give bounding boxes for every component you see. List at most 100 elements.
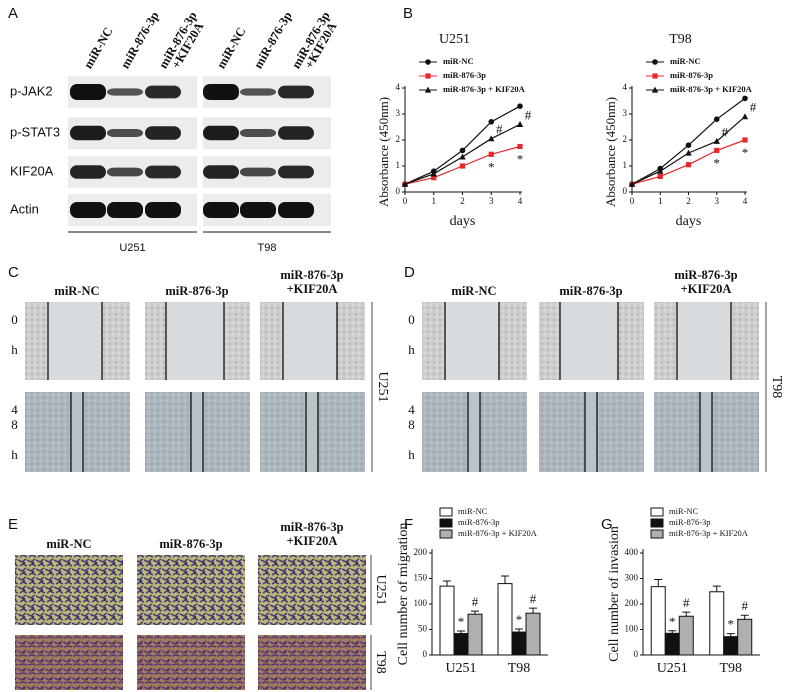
x-tick-label: 4 — [518, 196, 523, 206]
error-bar — [443, 580, 451, 587]
point — [742, 95, 748, 102]
wound-gap — [191, 392, 203, 472]
cell-label: U251 — [119, 242, 145, 254]
point — [685, 162, 692, 168]
y-tick-label: 0 — [623, 186, 628, 196]
error-bar — [740, 614, 749, 620]
side-label: U251 — [373, 574, 388, 605]
error-bar — [457, 630, 465, 634]
y-tick-label: 300 — [625, 573, 639, 583]
image — [258, 555, 366, 625]
point — [459, 163, 466, 169]
chart-title: U251 — [439, 32, 470, 47]
wound-gap — [585, 392, 597, 472]
y-tick-label: 50 — [418, 624, 428, 634]
column-header: miR-876-3p — [280, 520, 343, 534]
band — [107, 202, 143, 218]
bar — [664, 632, 680, 656]
annotation: # — [496, 122, 503, 137]
bar — [709, 591, 725, 656]
y-axis-label: Absorbance (450nm) — [376, 97, 391, 207]
point — [657, 173, 663, 179]
row-label: 0 h — [7, 312, 22, 357]
annotation: # — [525, 107, 532, 122]
annotation: * — [714, 155, 721, 170]
point — [685, 142, 692, 148]
side-label: T98 — [373, 651, 388, 674]
wound-gap — [468, 392, 480, 472]
bar — [737, 618, 753, 656]
point — [714, 147, 720, 153]
legend-marker — [652, 59, 658, 65]
annotation: * — [742, 145, 749, 160]
band — [203, 84, 239, 100]
bar — [650, 586, 666, 656]
lane-label: miR-NC — [214, 25, 249, 71]
error-bar — [529, 607, 537, 614]
band — [240, 129, 276, 137]
legend-label: miR-876-3p + KIF20A — [670, 84, 753, 94]
annotation: # — [530, 591, 537, 606]
band — [145, 165, 181, 179]
band — [70, 165, 106, 179]
side-label: T98 — [769, 376, 784, 399]
legend-label: miR-876-3p + KIF20A — [458, 528, 538, 538]
wound-gap — [677, 302, 731, 380]
legend-marker — [424, 86, 432, 93]
legend-label: miR-876-3p — [443, 70, 486, 80]
legend-swatch — [650, 518, 664, 528]
column-header: miR-NC — [451, 284, 496, 298]
point — [517, 143, 523, 150]
x-tick-label: 1 — [432, 196, 437, 206]
column-header: miR-876-3p — [559, 284, 622, 298]
legend-swatch — [439, 529, 453, 539]
image — [137, 555, 245, 625]
x-axis-label: days — [450, 214, 476, 229]
column-header: miR-NC — [54, 284, 99, 298]
wound-gap — [700, 392, 712, 472]
band — [70, 202, 106, 218]
image — [15, 555, 123, 625]
annotation: # — [742, 598, 749, 613]
annotation: * — [517, 151, 524, 166]
error-bar — [726, 633, 735, 637]
column-header: miR-876-3p — [674, 268, 737, 282]
legend-swatch — [650, 529, 664, 539]
legend-label: miR-NC — [443, 56, 474, 66]
annotation: * — [728, 617, 735, 632]
legend-label: miR-NC — [458, 506, 488, 516]
band — [107, 167, 143, 177]
row-label: KIF20A — [10, 163, 54, 178]
x-tick-label: U251 — [445, 661, 476, 676]
annotation: # — [722, 124, 729, 139]
y-tick-label: 100 — [414, 598, 428, 608]
lane-label: miR-876-3p — [118, 9, 162, 71]
legend-label: miR-NC — [669, 506, 699, 516]
panel-label: B — [403, 5, 413, 22]
y-tick-label: 400 — [625, 547, 639, 557]
y-tick-label: 150 — [414, 573, 428, 583]
column-header: miR-876-3p — [165, 284, 228, 298]
x-tick-label: U251 — [657, 661, 688, 676]
legend-swatch — [439, 507, 453, 517]
wound-gap — [166, 302, 224, 380]
legend-swatch — [650, 507, 664, 517]
row-label: 48 h — [404, 402, 419, 462]
chart-title: T98 — [669, 32, 692, 47]
point — [459, 153, 466, 160]
band — [278, 202, 314, 218]
y-tick-label: 2 — [623, 134, 628, 144]
row-label: 0 h — [404, 312, 419, 357]
annotation: # — [750, 100, 757, 115]
error-bar — [668, 630, 677, 634]
x-tick-label: 0 — [630, 196, 635, 206]
column-header: +KIF20A — [287, 282, 338, 296]
band — [240, 167, 276, 177]
band — [278, 165, 314, 179]
bar — [439, 585, 455, 656]
band — [145, 85, 181, 99]
y-tick-label: 4 — [396, 82, 401, 92]
column-header: miR-NC — [46, 537, 91, 551]
bar — [525, 612, 541, 656]
annotation: * — [488, 159, 495, 174]
